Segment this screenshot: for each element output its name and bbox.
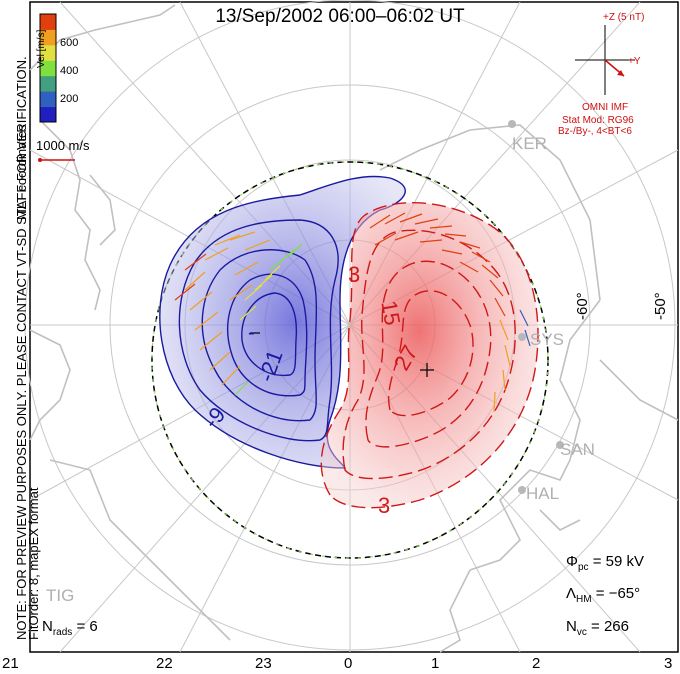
station-label: HAL [526,484,560,503]
contour-label: 3 [378,493,391,518]
station-label: TIG [46,586,75,605]
negative-convection-cell [159,175,406,469]
cross-polar-potential: Φpc = 59 kV [566,553,644,573]
heppner-maynard-latitude: ΛHM = −65° [566,585,641,605]
imf-source: OMNI IMF [582,102,629,113]
imf-dial [575,25,635,95]
colorbar-swatch [40,29,56,46]
colorbar-swatch [40,106,56,123]
fit-order-note: FitOrder: 8, mapEX format [26,487,41,640]
vector-count: Nvc = 266 [566,618,629,638]
pole-markers [250,332,434,377]
imf-model-line1: Stat Mod: RG96 [562,115,634,126]
positive-convection-cell [320,201,539,509]
velocity-vectors [174,212,531,413]
imf-z-label: +Z (5 nT) [603,12,645,23]
latitude-tick: -50° [652,292,669,320]
mlt-tick: 0 [344,655,353,672]
contour-label: 3 [348,262,361,287]
plot-frame [29,1,679,653]
colorbar-swatch [40,75,56,92]
colorbar-swatch [40,14,56,30]
imf-model-line2: Bz-/By-, 4<BT<6 [558,126,632,137]
mlt-tick: 22 [156,655,173,672]
colorbar-tick: 200 [60,93,79,105]
contour-label: - [248,322,255,344]
station-label: KER [512,134,547,153]
mlt-tick: 21 [2,655,19,672]
velocity-colorbar [39,13,57,123]
mlt-tick: 3 [664,655,673,672]
boundary-highlight [151,161,549,559]
colorbar-swatch [40,91,56,108]
map-title: 13/Sep/2002 06:00–06:02 UT [215,6,465,27]
colorbar-tick: 600 [60,37,79,49]
colorbar-tick: 400 [60,65,79,77]
station-label: SYS [530,330,565,349]
contour-label: 15 [376,298,406,328]
colorbar-swatch [40,44,56,61]
colorbar-unit-label: Vel [m/s] [36,29,47,68]
mlt-tick: 23 [255,655,272,672]
station-label: SAN [560,440,595,459]
colorbar-swatch [40,60,56,77]
imf-y-label: +Y [628,56,641,67]
station-markers [508,120,564,494]
coastlines [29,4,679,653]
radar-count: Nrads = 6 [42,618,98,638]
latitude-tick: -60° [574,292,591,320]
colorbar-border [39,13,57,123]
mlt-tick: 2 [532,655,541,672]
vector-scale [38,158,75,162]
mlt-tick: 1 [431,655,440,672]
vector-scale-label: 1000 m/s [36,138,90,153]
